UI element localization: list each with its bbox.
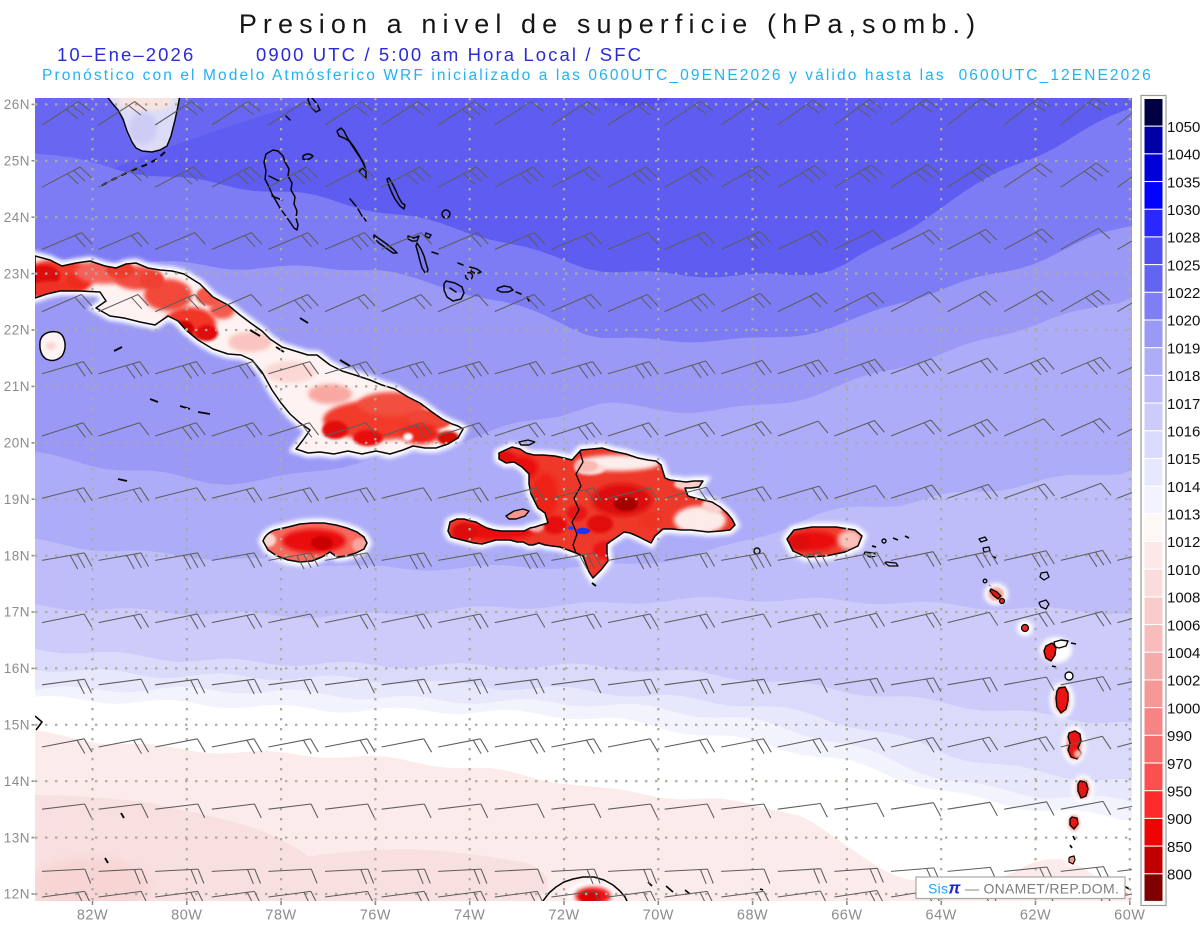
svg-text:23N: 23N: [4, 266, 30, 281]
svg-text:990: 990: [1167, 728, 1192, 745]
svg-text:1006: 1006: [1167, 617, 1200, 634]
svg-text:66W: 66W: [831, 908, 862, 924]
svg-text:1025: 1025: [1167, 257, 1200, 274]
svg-text:1028: 1028: [1167, 230, 1200, 247]
svg-text:64W: 64W: [926, 908, 957, 924]
svg-text:1013: 1013: [1167, 507, 1200, 524]
svg-text:19N: 19N: [4, 492, 30, 507]
svg-text:1019: 1019: [1167, 340, 1200, 357]
svg-text:Presion a nivel de superficie: Presion a nivel de superficie (hPa,somb.…: [239, 9, 981, 39]
svg-text:1035: 1035: [1167, 174, 1200, 191]
svg-text:1016: 1016: [1167, 424, 1200, 441]
svg-text:10–Ene–2026: 10–Ene–2026: [57, 44, 195, 65]
svg-text:25N: 25N: [4, 154, 30, 169]
svg-text:22N: 22N: [4, 323, 30, 338]
svg-text:950: 950: [1167, 783, 1192, 800]
svg-text:24N: 24N: [4, 210, 30, 225]
svg-text:1015: 1015: [1167, 451, 1200, 468]
svg-text:74W: 74W: [454, 908, 485, 924]
svg-text:82W: 82W: [77, 908, 108, 924]
svg-text:Pronóstico con el Modelo Atmós: Pronóstico con el Modelo Atmósferico WRF…: [42, 67, 1153, 84]
svg-text:800: 800: [1167, 867, 1192, 884]
svg-text:21N: 21N: [4, 379, 30, 394]
svg-text:1018: 1018: [1167, 368, 1200, 385]
svg-text:60W: 60W: [1114, 908, 1145, 924]
svg-text:900: 900: [1167, 811, 1192, 828]
svg-text:1004: 1004: [1167, 645, 1200, 662]
svg-text:14N: 14N: [4, 774, 30, 789]
svg-text:15N: 15N: [4, 718, 30, 733]
svg-text:1010: 1010: [1167, 562, 1200, 579]
svg-text:1008: 1008: [1167, 590, 1200, 607]
svg-text:18N: 18N: [4, 548, 30, 563]
svg-text:17N: 17N: [4, 605, 30, 620]
svg-text:72W: 72W: [548, 908, 579, 924]
svg-text:1012: 1012: [1167, 534, 1200, 551]
svg-text:80W: 80W: [171, 908, 202, 924]
svg-text:1017: 1017: [1167, 396, 1200, 413]
svg-text:16N: 16N: [4, 661, 30, 676]
svg-text:1020: 1020: [1167, 313, 1200, 330]
svg-text:62W: 62W: [1020, 908, 1051, 924]
svg-text:1022: 1022: [1167, 285, 1200, 302]
svg-text:1040: 1040: [1167, 147, 1200, 164]
svg-text:12N: 12N: [4, 887, 30, 902]
svg-text:76W: 76W: [360, 908, 391, 924]
svg-text:1014: 1014: [1167, 479, 1200, 496]
svg-text:1002: 1002: [1167, 673, 1200, 690]
svg-text:26N: 26N: [4, 97, 30, 112]
svg-text:1030: 1030: [1167, 202, 1200, 219]
svg-text:0900 UTC / 5:00 am Hora Local: 0900 UTC / 5:00 am Hora Local / SFC: [256, 44, 643, 65]
svg-text:70W: 70W: [643, 908, 674, 924]
svg-text:970: 970: [1167, 756, 1192, 773]
svg-text:850: 850: [1167, 839, 1192, 856]
svg-text:68W: 68W: [737, 908, 768, 924]
svg-text:13N: 13N: [4, 830, 30, 845]
svg-text:1000: 1000: [1167, 700, 1200, 717]
svg-text:Sisπ — ONAMET/REP.DOM.: Sisπ — ONAMET/REP.DOM.: [928, 879, 1119, 898]
svg-text:20N: 20N: [4, 436, 30, 451]
svg-text:78W: 78W: [265, 908, 296, 924]
svg-text:1050: 1050: [1167, 119, 1200, 136]
